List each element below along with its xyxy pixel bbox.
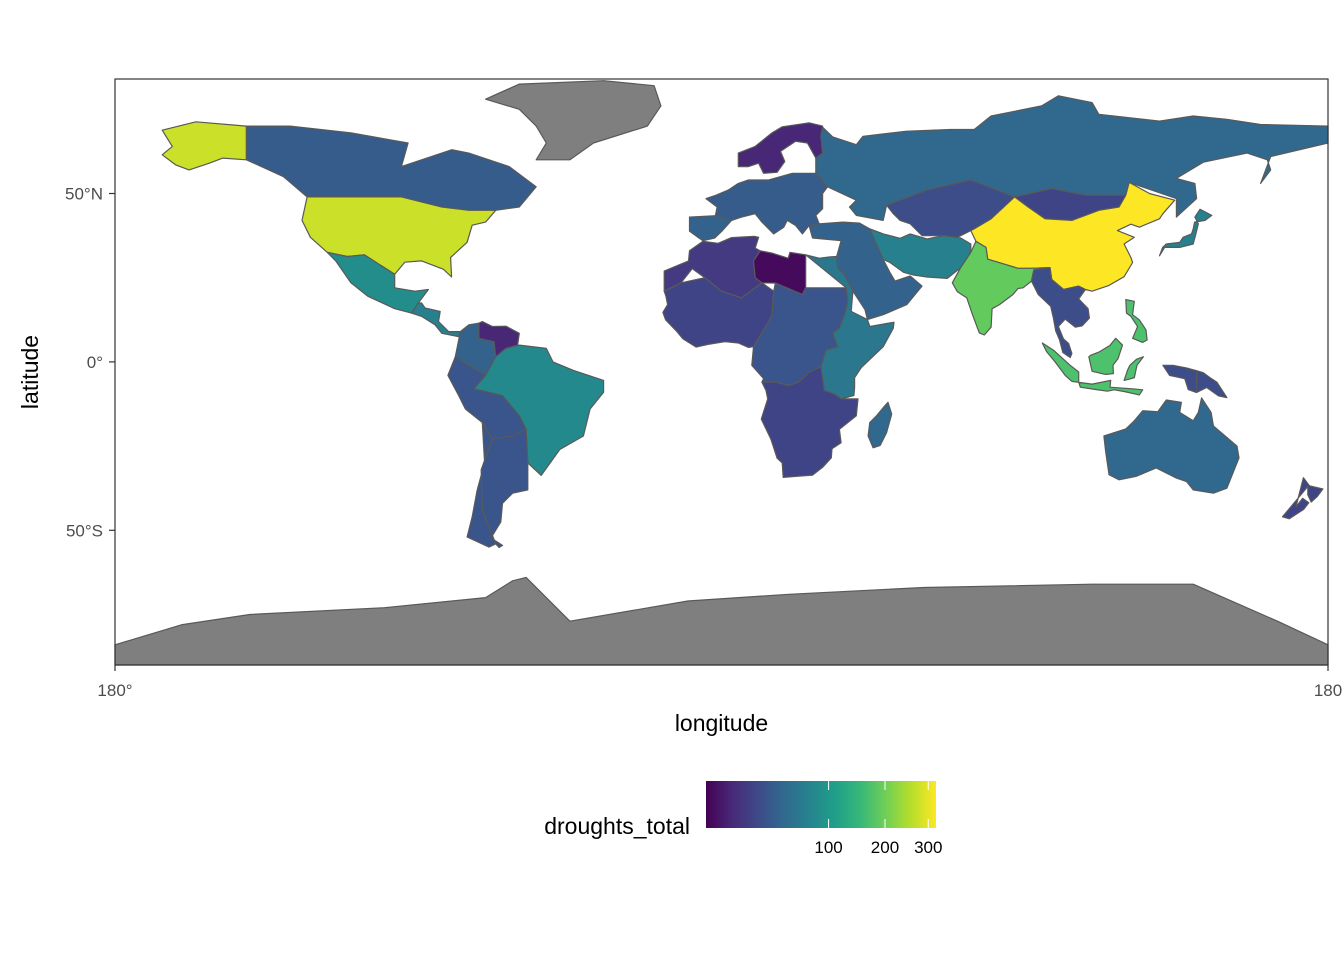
region-western-europe [705, 172, 829, 235]
legend-tick-label: 200 [871, 838, 899, 857]
legend-tick-label: 300 [914, 838, 942, 857]
region-canada [245, 125, 537, 211]
region-argentina [480, 428, 529, 549]
legend-title: droughts_total [544, 813, 690, 839]
y-tick-label: 0° [87, 353, 103, 372]
region-borneo [1088, 337, 1124, 375]
x-axis: 180° 180 [97, 665, 1342, 700]
region-madagascar [867, 401, 893, 449]
region-india [951, 240, 1051, 336]
region-new-guinea-west [1162, 364, 1198, 394]
region-new-zealand [1281, 477, 1324, 520]
legend-ticks: 100 200 300 [814, 781, 942, 857]
region-west-africa [662, 277, 775, 348]
region-indonesia [1041, 342, 1144, 396]
legend: droughts_total 100 200 300 [544, 781, 942, 857]
region-australia [1103, 397, 1240, 494]
region-central-america [410, 302, 461, 338]
y-axis-title: latitude [17, 335, 43, 409]
region-scandinavia [737, 122, 824, 174]
region-greenland [485, 80, 662, 161]
region-antarctica [114, 576, 1329, 666]
region-philippines [1125, 299, 1148, 343]
y-axis: 50°N 0° 50°S [65, 185, 115, 540]
x-axis-title: longitude [675, 710, 768, 736]
x-tick-label: 180 [1314, 681, 1342, 700]
y-tick-label: 50°N [65, 185, 103, 204]
region-iberia [688, 215, 733, 242]
region-alaska [161, 121, 247, 171]
legend-colorbar [706, 781, 936, 828]
region-sulawesi [1123, 356, 1145, 381]
region-japan [1158, 208, 1213, 257]
country-layer [114, 80, 1329, 666]
region-mexico [326, 251, 429, 314]
region-east-africa [805, 254, 895, 400]
panel-border [114, 78, 1329, 666]
region-southeast-asia [1030, 267, 1091, 359]
region-papua-new-guinea [1195, 370, 1228, 399]
region-southern-africa [760, 366, 859, 478]
y-tick-label: 50°S [66, 521, 103, 540]
legend-tick-label: 100 [814, 838, 842, 857]
x-tick-label: 180° [97, 681, 132, 700]
